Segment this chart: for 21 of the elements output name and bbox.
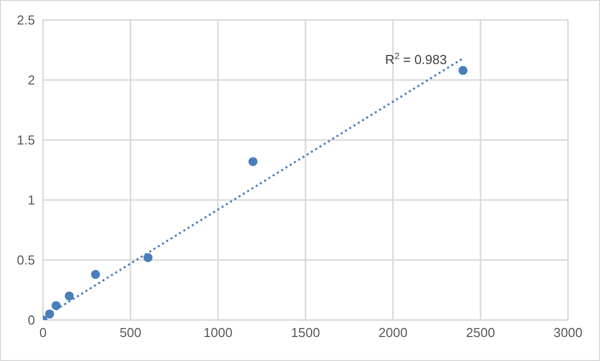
y-tick-label: 0	[28, 312, 35, 328]
point	[248, 157, 258, 166]
point	[458, 66, 468, 75]
x-tick-label: 1000	[204, 325, 232, 340]
y-tick-label: 2.5	[16, 12, 35, 28]
y-tick-label: 1.5	[16, 132, 35, 148]
annotation: R$^{2}$ = 0.983	[385, 51, 447, 67]
x-tick-label: 2000	[378, 325, 408, 340]
x-tick-label: 500	[120, 325, 142, 340]
point	[45, 309, 54, 319]
x-tick-label: 2500	[466, 325, 495, 340]
y-tick-label: 0.5	[16, 252, 35, 268]
point	[90, 270, 100, 279]
point	[52, 301, 61, 310]
y-tick-label: 2	[28, 72, 35, 88]
x-tick-label: 1500	[291, 325, 320, 340]
x-tick-label: 3000	[554, 325, 582, 340]
point	[143, 253, 153, 262]
y-tick-label: 1	[28, 192, 35, 208]
x-tick-label: 0	[39, 325, 47, 340]
point	[64, 291, 74, 301]
